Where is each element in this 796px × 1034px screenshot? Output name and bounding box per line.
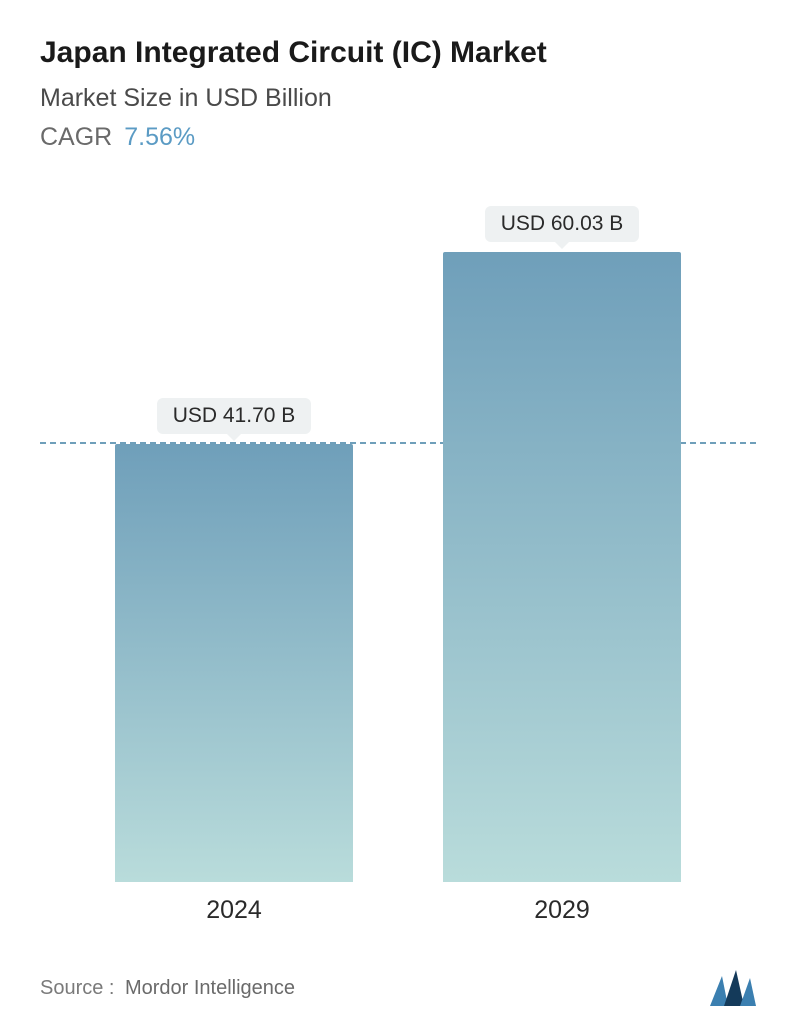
x-axis-label: 2029 — [443, 896, 681, 925]
chart-subtitle: Market Size in USD Billion — [40, 84, 756, 113]
value-badge: USD 41.70 B — [157, 398, 312, 434]
bar-group: USD 60.03 B — [443, 206, 681, 882]
cagr-row: CAGR 7.56% — [40, 123, 756, 152]
source-value: Mordor Intelligence — [125, 977, 295, 999]
x-axis-labels: 2024 2029 — [40, 882, 756, 925]
cagr-label: CAGR — [40, 123, 112, 152]
chart-footer: Source : Mordor Intelligence — [40, 970, 756, 1006]
x-axis-label: 2024 — [115, 896, 353, 925]
chart-title: Japan Integrated Circuit (IC) Market — [40, 36, 756, 70]
source-label: Source : — [40, 977, 114, 999]
cagr-value: 7.56% — [124, 123, 195, 152]
bars-wrap: USD 41.70 B USD 60.03 B — [40, 192, 756, 882]
bar-group: USD 41.70 B — [115, 398, 353, 882]
chart-container: Japan Integrated Circuit (IC) Market Mar… — [0, 0, 796, 1034]
bar — [443, 252, 681, 882]
value-badge: USD 60.03 B — [485, 206, 640, 242]
chart-area: USD 41.70 B USD 60.03 B — [40, 192, 756, 882]
brand-logo-icon — [710, 970, 756, 1006]
bar — [115, 444, 353, 882]
source-text: Source : Mordor Intelligence — [40, 977, 295, 1000]
